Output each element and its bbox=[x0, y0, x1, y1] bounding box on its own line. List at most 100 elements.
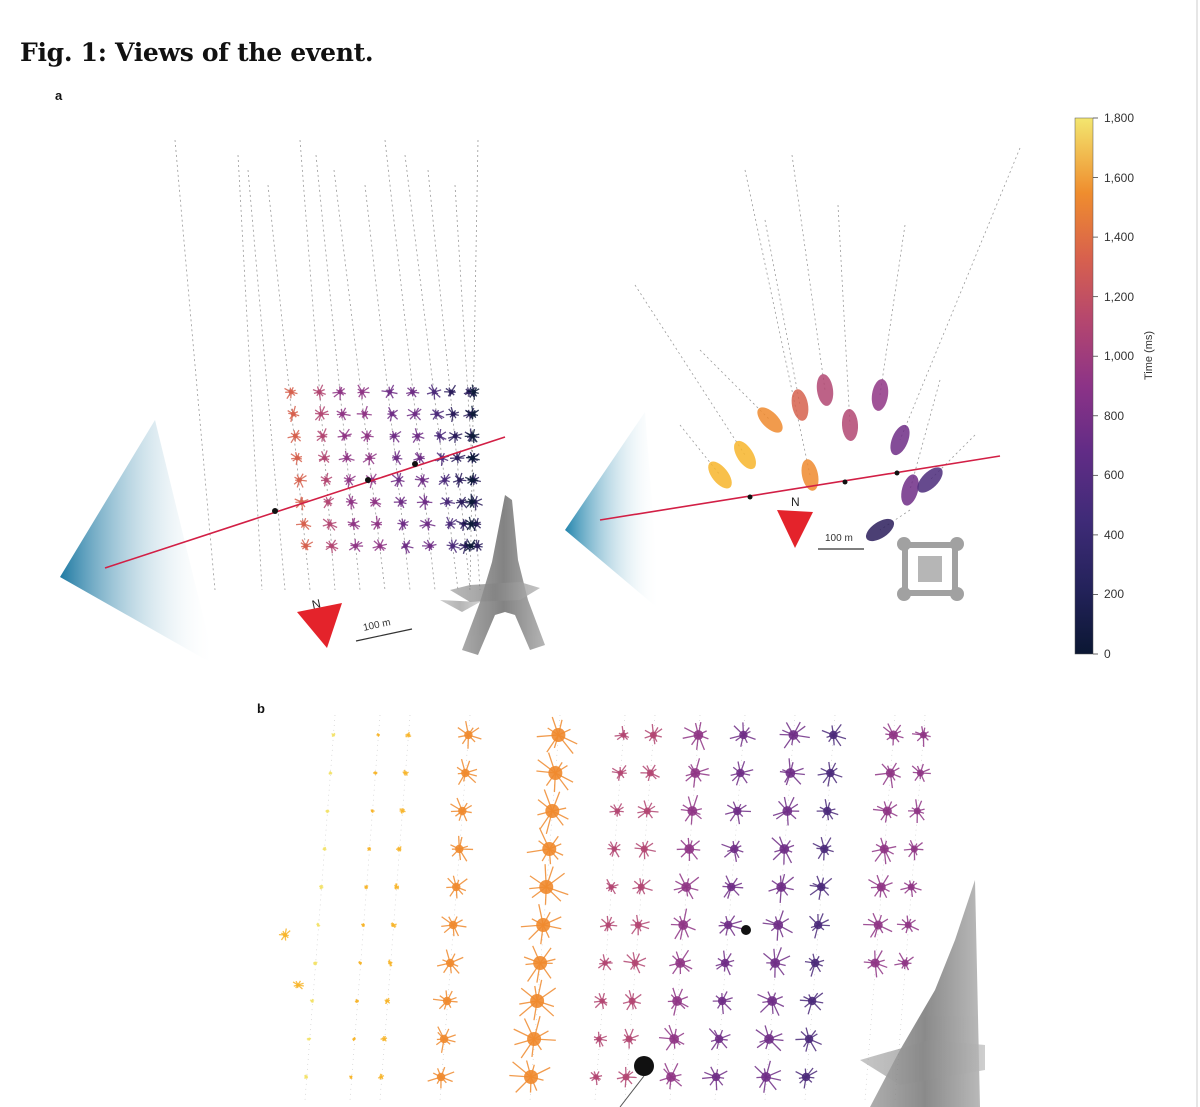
burst bbox=[394, 883, 400, 890]
burst bbox=[441, 916, 467, 937]
burst bbox=[312, 384, 326, 400]
burst bbox=[599, 915, 618, 932]
burst-ellipse bbox=[801, 459, 819, 491]
burst bbox=[369, 497, 382, 508]
colorbar-tick-label: 600 bbox=[1104, 468, 1125, 483]
burst bbox=[614, 725, 630, 741]
burst bbox=[320, 472, 333, 487]
colorbar-title: Time (ms) bbox=[1143, 330, 1155, 380]
marker-large bbox=[634, 1056, 654, 1076]
burst bbox=[795, 1027, 822, 1052]
burst bbox=[292, 980, 304, 990]
burst bbox=[463, 539, 476, 552]
burst bbox=[325, 809, 330, 814]
burst bbox=[316, 428, 328, 443]
burst bbox=[384, 997, 391, 1005]
burst bbox=[682, 721, 709, 751]
burst bbox=[536, 752, 574, 793]
burst bbox=[644, 723, 663, 745]
burst bbox=[667, 987, 689, 1016]
burst bbox=[381, 384, 398, 399]
burst bbox=[362, 452, 377, 466]
burst bbox=[419, 517, 436, 531]
burst bbox=[323, 496, 335, 509]
burst bbox=[520, 904, 562, 945]
panel-a-label: a bbox=[55, 88, 63, 103]
burst bbox=[287, 429, 302, 444]
burst-ellipse bbox=[791, 389, 809, 421]
burst bbox=[772, 796, 800, 826]
north-label-right: N bbox=[791, 495, 800, 509]
colorbar-tick-label: 1,400 bbox=[1104, 230, 1135, 245]
burst bbox=[874, 762, 901, 789]
burst bbox=[640, 764, 660, 782]
burst bbox=[352, 1036, 356, 1042]
burst bbox=[685, 758, 710, 788]
scale-label-right: 100 m bbox=[825, 533, 853, 544]
burst bbox=[338, 450, 355, 463]
burst bbox=[304, 1074, 309, 1080]
burst bbox=[317, 450, 331, 464]
burst bbox=[436, 949, 464, 974]
burst bbox=[357, 384, 370, 399]
burst bbox=[450, 797, 473, 822]
burst bbox=[399, 807, 406, 814]
trajectory-markers-left bbox=[272, 461, 418, 514]
burst bbox=[426, 384, 442, 400]
colorbar-tick-label: 400 bbox=[1104, 527, 1125, 542]
burst bbox=[676, 837, 701, 861]
burst bbox=[882, 723, 904, 746]
burst bbox=[345, 494, 358, 510]
burst-clusters-panel-b bbox=[278, 716, 931, 1093]
burst bbox=[360, 429, 374, 443]
burst bbox=[439, 497, 456, 508]
burst bbox=[405, 731, 412, 738]
burst-ellipse bbox=[734, 440, 756, 470]
burst bbox=[868, 874, 893, 899]
burst bbox=[763, 947, 791, 978]
burst bbox=[519, 979, 557, 1021]
burst bbox=[637, 800, 659, 819]
burst bbox=[754, 1060, 782, 1093]
burst-ellipse bbox=[871, 379, 889, 411]
burst bbox=[799, 992, 824, 1015]
burst bbox=[779, 721, 810, 749]
burst bbox=[729, 722, 756, 747]
burst bbox=[670, 908, 696, 940]
burst bbox=[328, 770, 333, 775]
burst bbox=[395, 846, 402, 852]
burst bbox=[325, 539, 339, 554]
burst bbox=[432, 990, 458, 1010]
burst bbox=[779, 758, 805, 786]
burst bbox=[467, 384, 480, 400]
burst bbox=[411, 428, 425, 443]
burst bbox=[762, 910, 793, 941]
figure-title: Fig. 1: Views of the event. bbox=[20, 38, 374, 67]
burst bbox=[634, 840, 656, 860]
burst bbox=[393, 496, 407, 509]
burst bbox=[465, 493, 477, 508]
colorbar-tick-label: 1,600 bbox=[1104, 170, 1135, 185]
burst bbox=[622, 990, 642, 1011]
burst bbox=[536, 716, 578, 754]
burst bbox=[611, 765, 627, 781]
burst bbox=[295, 517, 312, 531]
burst bbox=[768, 873, 795, 904]
burst bbox=[465, 405, 480, 420]
burst bbox=[444, 384, 457, 397]
colorbar-tick-label: 1,800 bbox=[1104, 111, 1135, 125]
burst bbox=[680, 794, 703, 825]
burst bbox=[456, 758, 478, 786]
burst-ellipse bbox=[841, 409, 859, 441]
colorbar-ticks bbox=[1093, 117, 1098, 655]
north-arrow-left bbox=[297, 603, 342, 648]
burst bbox=[526, 827, 564, 865]
burst bbox=[804, 953, 825, 977]
colorbar-tick-label: 1,200 bbox=[1104, 289, 1135, 304]
scale-bar-left bbox=[355, 628, 413, 642]
burst bbox=[523, 945, 556, 983]
trajectory-line-left bbox=[104, 436, 506, 569]
burst bbox=[724, 801, 752, 825]
burst bbox=[589, 1071, 603, 1086]
eiffel-tower-side bbox=[440, 495, 545, 655]
